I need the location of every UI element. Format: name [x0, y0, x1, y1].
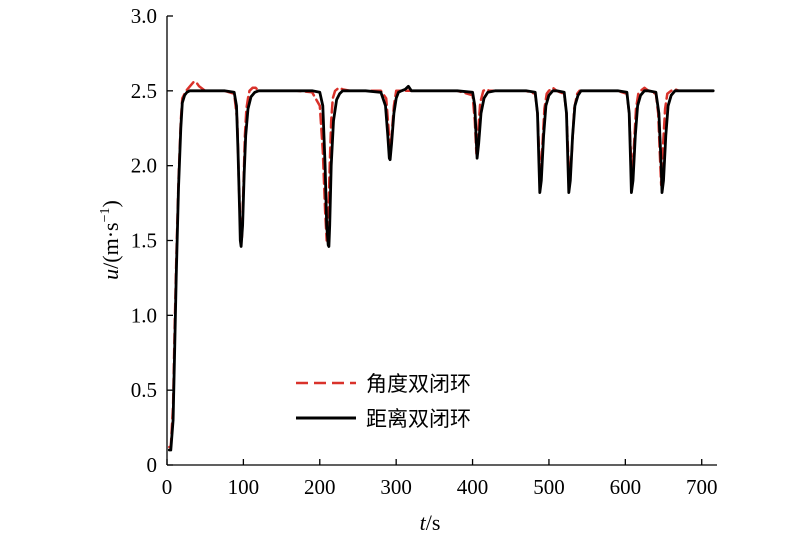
x-tick-label: 700	[686, 475, 718, 499]
y-tick-label: 2.0	[131, 154, 157, 178]
y-tick-label: 0.5	[131, 378, 157, 402]
y-axis-title: u/(m·s−1)	[98, 200, 123, 280]
x-tick-label: 600	[610, 475, 642, 499]
axes	[166, 15, 717, 466]
tick-labels: 0 0.5 1.0 1.5 2.0 2.5 3.0 0 100 200 300 400 500 600 70…	[131, 4, 718, 499]
x-tick-label: 300	[380, 475, 412, 499]
legend-label-angle: 角度双闭环	[366, 372, 471, 396]
legend-label-distance: 距离双闭环	[366, 407, 471, 431]
x-tick-label: 500	[533, 475, 565, 499]
y-axis-unit-close: )	[98, 200, 123, 207]
x-axis-var: t	[420, 510, 427, 535]
series-line-distance-double-loop	[167, 84, 715, 452]
y-axis-unit-sup: −1	[98, 207, 113, 222]
series-group	[167, 80, 715, 452]
y-tick-label: 0	[147, 453, 158, 477]
x-tick-label: 100	[228, 475, 260, 499]
legend: 角度双闭环 距离双闭环	[296, 372, 471, 431]
x-tick-label: 400	[457, 475, 489, 499]
x-axis-unit: /s	[426, 510, 441, 535]
y-tick-label: 2.5	[131, 79, 157, 103]
y-axis-unit: /(m·s	[98, 222, 123, 268]
y-axis-var: u	[98, 269, 123, 280]
x-tick-label: 200	[304, 475, 336, 499]
y-tick-label: 3.0	[131, 4, 157, 28]
y-tick-label: 1.0	[131, 303, 157, 327]
y-tick-label: 1.5	[131, 229, 157, 253]
x-tick-label: 0	[162, 475, 173, 499]
x-axis-title: t/s	[420, 510, 441, 535]
